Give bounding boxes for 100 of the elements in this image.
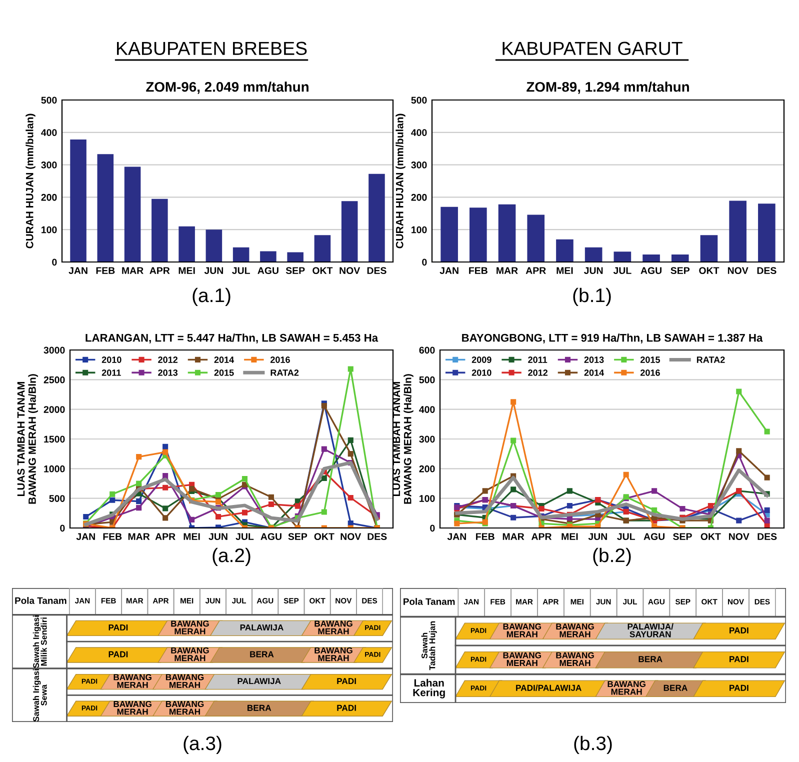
y-tick-label: 200: [41, 194, 57, 201]
y-tick-label: 0: [422, 258, 427, 266]
x-tick-label: JAN: [447, 533, 466, 540]
text: (b.2): [593, 548, 631, 566]
x-tick-label: SEP: [670, 267, 690, 274]
y-axis-title: LUAS TAMBAH TANAM BAWANG MERAH (Ha/Bln): [17, 374, 38, 504]
text: BAWANG MERAH: [114, 700, 152, 715]
x-tick-label: OKT: [700, 533, 721, 540]
x-tick-label: DES: [757, 267, 776, 274]
y-tick-label: 300: [41, 162, 57, 168]
y-tick-label: 1000: [44, 465, 65, 472]
legend-label: 2014: [214, 356, 234, 363]
x-tick-label: JAN: [440, 267, 458, 274]
text: KABUPATEN GARUT: [502, 42, 682, 56]
text: BAWANG MERAH: [556, 652, 594, 666]
x-tick-label: DES: [367, 267, 386, 274]
y-tick-label: 400: [419, 406, 435, 413]
text: PALAWIJA/ SAYURAN: [628, 623, 674, 638]
y-tick-label: 100: [42, 226, 57, 234]
x-tick-label: FEB: [469, 267, 488, 274]
x-tick-label: FEB: [96, 267, 115, 274]
legend-label: 2016: [270, 356, 290, 363]
legend-label: 2013: [584, 356, 604, 363]
x-tick-label: FEB: [476, 533, 494, 540]
text: Pola Tanam: [15, 597, 66, 604]
y-tick-label: 500: [419, 376, 435, 384]
x-tick-label: MEI: [556, 267, 573, 274]
x-tick-label: NOV: [728, 267, 748, 274]
legend-label: 2011: [528, 356, 548, 363]
x-tick-label: NOV: [729, 533, 750, 540]
chart-title: ZOM-96, 2.049 mm/tahun: [146, 82, 308, 94]
y-tick-label: 2500: [44, 376, 65, 384]
legend-label: 2015: [640, 356, 660, 363]
text: BAWANG MERAH: [503, 623, 541, 638]
y-tick-label: 100: [420, 495, 435, 502]
y-tick-label: 400: [411, 129, 427, 136]
text: BAWANG MERAH: [503, 652, 541, 666]
text: PADI: [337, 678, 356, 684]
x-tick-label: MAR: [122, 267, 144, 274]
text: PALAWIJA: [240, 624, 284, 631]
x-tick-label: MEI: [178, 267, 195, 274]
y-tick-label: 3000: [44, 346, 65, 354]
text: BERA: [248, 704, 272, 711]
x-tick-label: AGU: [258, 267, 278, 274]
legend-label: 2014: [584, 369, 604, 376]
text: PADI: [730, 627, 748, 634]
category-label: Sawah Tadah Hujan: [421, 621, 437, 670]
y-tick-label: 600: [419, 346, 435, 354]
x-tick-label: JUN: [208, 533, 228, 540]
y-tick-label: 300: [419, 436, 435, 443]
x-tick-label: JUL: [236, 533, 254, 540]
x-tick-label: MEI: [562, 533, 578, 540]
legend-label: 2016: [640, 369, 660, 376]
y-axis-title: CURAH HUJAN (mm/bulan): [26, 114, 36, 248]
legend-label: 2010: [102, 356, 122, 363]
y-tick-label: 200: [419, 465, 435, 472]
legend-label: 2011: [102, 369, 121, 376]
text: PADI: [337, 704, 356, 711]
y-tick-label: 300: [411, 162, 427, 168]
text: (a.3): [184, 736, 222, 754]
x-tick-label: OKT: [312, 267, 333, 274]
text: BAWANG MERAH: [171, 620, 209, 634]
chart-title: LARANGAN, LTT = 5.447 Ha/Thn, LB SAWAH = 5.453 Ha: [86, 334, 378, 344]
x-tick-label: AGU: [260, 533, 282, 540]
x-tick-label: JUN: [588, 533, 607, 540]
legend-label: RATA2: [270, 369, 299, 376]
text: BERA: [638, 656, 662, 662]
x-tick-label: OKT: [314, 533, 334, 540]
category-label: Sawah Irigasi Sewa: [32, 669, 47, 722]
text: BERA: [250, 651, 274, 658]
x-tick-label: JUN: [204, 267, 224, 274]
y-tick-label: 0: [60, 524, 65, 532]
text: PADI: [730, 684, 748, 691]
x-tick-label: APR: [150, 267, 170, 274]
y-tick-label: 2000: [44, 406, 65, 413]
x-tick-label: SEP: [288, 533, 308, 540]
text: BAWANG MERAH: [114, 674, 152, 688]
text: BAWANG MERAH: [314, 647, 352, 662]
x-tick-label: FEB: [103, 533, 122, 540]
text: PADI/PALAWIJA: [516, 684, 582, 692]
x-tick-label: MEI: [184, 533, 200, 540]
x-tick-label: SEP: [673, 533, 692, 540]
legend-label: 2015: [214, 369, 234, 376]
text: BAWANG MERAH: [166, 700, 204, 715]
x-tick-label: MAR: [496, 267, 518, 274]
x-tick-label: APR: [526, 267, 546, 274]
x-tick-label: JAN: [76, 533, 95, 540]
x-tick-label: DES: [368, 533, 387, 540]
x-tick-label: SEP: [286, 267, 305, 274]
x-tick-label: NOV: [340, 267, 360, 274]
legend-label: 2009: [472, 356, 492, 363]
text: PADI: [108, 624, 128, 630]
y-axis-title: CURAH HUJAN (mm/bulan): [396, 114, 406, 248]
legend-label: 2013: [158, 369, 178, 376]
text: (b.1): [573, 288, 611, 306]
text: (a.2): [212, 548, 250, 566]
text: (b.3): [574, 736, 612, 754]
legend-label: RATA2: [696, 356, 725, 363]
text: KABUPATEN BREBES: [117, 42, 307, 56]
text: BAWANG MERAH: [556, 623, 594, 638]
